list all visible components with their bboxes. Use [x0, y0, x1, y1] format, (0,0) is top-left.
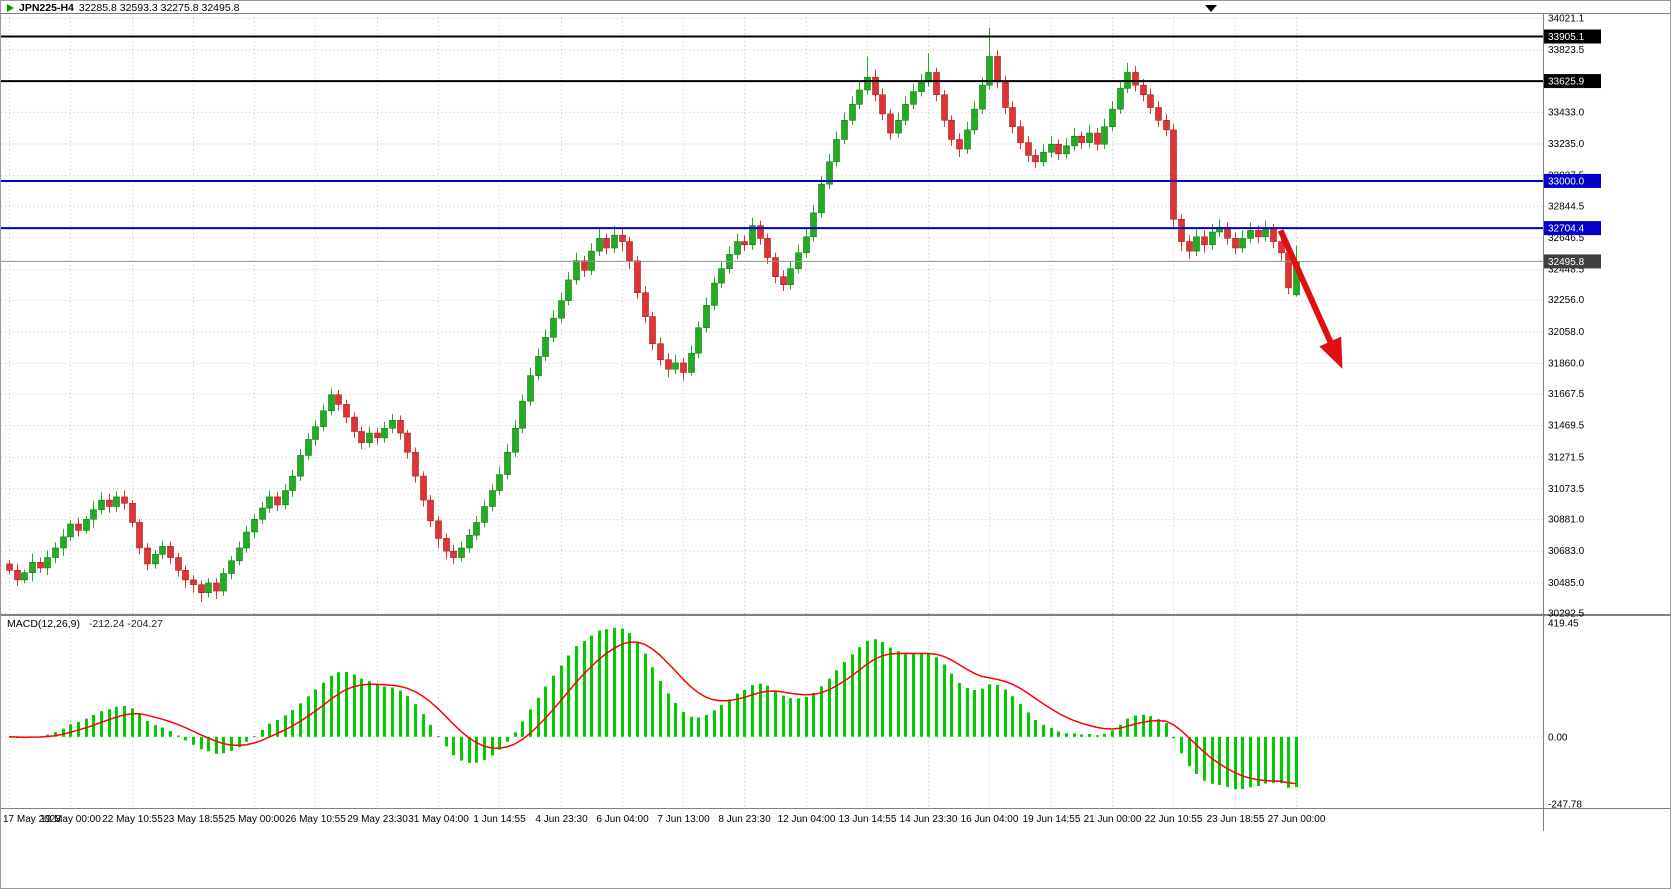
svg-text:32058.0: 32058.0 [1548, 327, 1585, 338]
candles-layer [6, 27, 1300, 603]
svg-text:32646.5: 32646.5 [1548, 233, 1585, 244]
symbol-trend-icon [7, 3, 14, 12]
svg-text:30881.0: 30881.0 [1548, 515, 1585, 526]
svg-text:419.45: 419.45 [1548, 619, 1579, 630]
time-label: 29 May 23:30 [347, 814, 408, 825]
time-label: 19 May 00:00 [40, 814, 101, 825]
frame [1, 5, 1670, 831]
price-line-badge [1544, 173, 1601, 188]
time-label: 8 Jun 23:30 [718, 814, 771, 825]
trend-arrow[interactable] [1277, 229, 1343, 369]
time-label: 23 May 18:55 [163, 814, 224, 825]
ohlc-values: 32285.8 32593.3 32275.8 32495.8 [78, 1, 240, 14]
macd-values: -212.24 -204.27 [88, 618, 164, 630]
svg-text:34021.1: 34021.1 [1548, 14, 1585, 25]
svg-text:32448.5: 32448.5 [1548, 264, 1585, 275]
time-label: 13 Jun 14:55 [839, 814, 897, 825]
svg-text:33000.0: 33000.0 [1548, 176, 1585, 187]
svg-text:33905.1: 33905.1 [1548, 32, 1585, 43]
macd-panel [8, 627, 1298, 790]
price-line-badge [1544, 29, 1601, 44]
time-label: 14 Jun 23:30 [900, 814, 958, 825]
svg-text:-247.78: -247.78 [1548, 800, 1582, 811]
svg-text:32495.8: 32495.8 [1548, 257, 1585, 268]
time-label: 25 May 00:00 [224, 814, 285, 825]
symbol-timeframe-label: JPN225-H4 [19, 1, 74, 14]
time-label: 16 Jun 04:00 [961, 814, 1019, 825]
scroll-to-end-marker[interactable] [1205, 5, 1217, 12]
time-label: 23 Jun 18:55 [1207, 814, 1265, 825]
time-label: 21 Jun 00:00 [1084, 814, 1142, 825]
svg-text:32704.4: 32704.4 [1548, 224, 1585, 235]
time-label: 17 May 2023 [3, 814, 61, 825]
svg-text:33823.5: 33823.5 [1548, 45, 1585, 56]
time-label: 1 Jun 14:55 [473, 814, 526, 825]
macd-indicator-label: MACD(12,26,9) -212.24 -204.27 [7, 618, 163, 630]
svg-text:31469.5: 31469.5 [1548, 421, 1585, 432]
chart-title-bar: JPN225-H4 32285.8 32593.3 32275.8 32495.… [7, 1, 239, 14]
svg-text:31271.5: 31271.5 [1548, 452, 1585, 463]
price-line-badge [1544, 74, 1601, 89]
time-label: 19 Jun 14:55 [1023, 814, 1081, 825]
time-label: 27 Jun 00:00 [1268, 814, 1326, 825]
time-label: 12 Jun 04:00 [778, 814, 836, 825]
price-lines [1, 35, 1543, 262]
svg-text:33625.9: 33625.9 [1548, 77, 1585, 88]
svg-text:0.00: 0.00 [1548, 732, 1568, 743]
price-axis: 34021.133823.533625.533433.033235.033037… [1544, 14, 1601, 811]
svg-text:31073.5: 31073.5 [1548, 484, 1585, 495]
time-label: 7 Jun 13:00 [657, 814, 710, 825]
price-line-badge [1544, 254, 1601, 269]
price-line-badge [1544, 221, 1601, 236]
time-label: 4 Jun 23:30 [535, 814, 588, 825]
time-label: 31 May 04:00 [408, 814, 469, 825]
svg-text:30292.5: 30292.5 [1548, 609, 1585, 620]
svg-text:32256.0: 32256.0 [1548, 295, 1585, 306]
macd-name: MACD(12,26,9) [7, 618, 80, 630]
svg-text:32844.5: 32844.5 [1548, 201, 1585, 212]
svg-text:33433.0: 33433.0 [1548, 107, 1585, 118]
time-label: 26 May 10:55 [285, 814, 346, 825]
svg-text:31860.0: 31860.0 [1548, 358, 1585, 369]
gridlines [1, 13, 1543, 807]
time-label: 6 Jun 04:00 [596, 814, 649, 825]
svg-text:33235.0: 33235.0 [1548, 139, 1585, 150]
svg-text:30683.0: 30683.0 [1548, 546, 1585, 557]
svg-text:31667.5: 31667.5 [1548, 389, 1585, 400]
svg-text:30485.0: 30485.0 [1548, 578, 1585, 589]
time-label: 22 May 10:55 [102, 814, 163, 825]
time-label: 22 Jun 10:55 [1145, 814, 1203, 825]
